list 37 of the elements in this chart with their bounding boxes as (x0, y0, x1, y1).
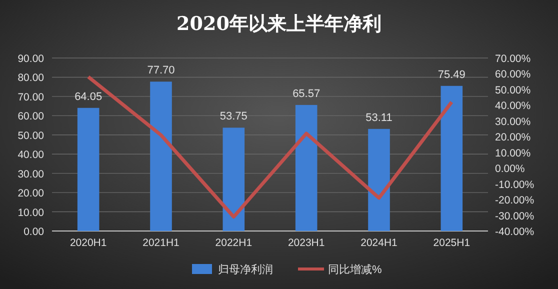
y-tick-label: 50.00 (18, 130, 44, 142)
text: 77.70 (147, 64, 175, 77)
y2-tick-label: 70.00% (495, 53, 531, 65)
y2-tick-label: -20.00% (495, 194, 534, 207)
y-tick-label: 40.00 (18, 149, 44, 162)
chart-title: 2020年以来上半年净利 (176, 13, 382, 35)
text: 64.05 (74, 90, 102, 103)
y2-tick-label: 50.00% (495, 84, 531, 96)
y-tick-label: 90.00 (18, 53, 44, 65)
y-tick-label: 10.00 (18, 206, 44, 219)
x-tick-label: 2023H1 (288, 237, 325, 249)
y2-tick-label: 60.00% (495, 68, 531, 81)
y2-tick-label: 20.00% (495, 132, 531, 144)
x-tick-label: 2025H1 (433, 237, 470, 249)
y-tick-label: 60.00 (18, 110, 44, 123)
y2-tick-label: -30.00% (495, 210, 534, 222)
y2-tick-label: 30.00% (495, 116, 531, 128)
x-tick-label: 2022H1 (215, 237, 252, 249)
legend-label: 同比增减% (328, 263, 382, 276)
x-tick-label: 2021H1 (142, 237, 180, 249)
text: 53.11 (366, 112, 392, 124)
text: 75.49 (438, 68, 466, 81)
x-tick-label: 2024H1 (360, 237, 398, 249)
y-tick-label: 20.00 (18, 188, 44, 200)
y2-tick-label: -40.00% (495, 226, 534, 238)
y2-tick-label: 10.00% (495, 147, 531, 160)
y-tick-label: 30.00 (18, 168, 44, 180)
y-tick-label: 0.00 (24, 226, 44, 238)
y2-tick-label: -10.00% (495, 178, 534, 191)
y2-tick-label: 0.00% (495, 163, 525, 176)
y-tick-label: 80.00 (18, 72, 44, 84)
x-tick-label: 2020H1 (70, 237, 107, 249)
y2-tick-label: 40.00% (495, 100, 531, 112)
text: 65.57 (292, 88, 320, 100)
text: 53.75 (220, 110, 248, 123)
legend-label: 归母净利润 (218, 263, 273, 276)
y-tick-label: 70.00 (18, 91, 44, 104)
